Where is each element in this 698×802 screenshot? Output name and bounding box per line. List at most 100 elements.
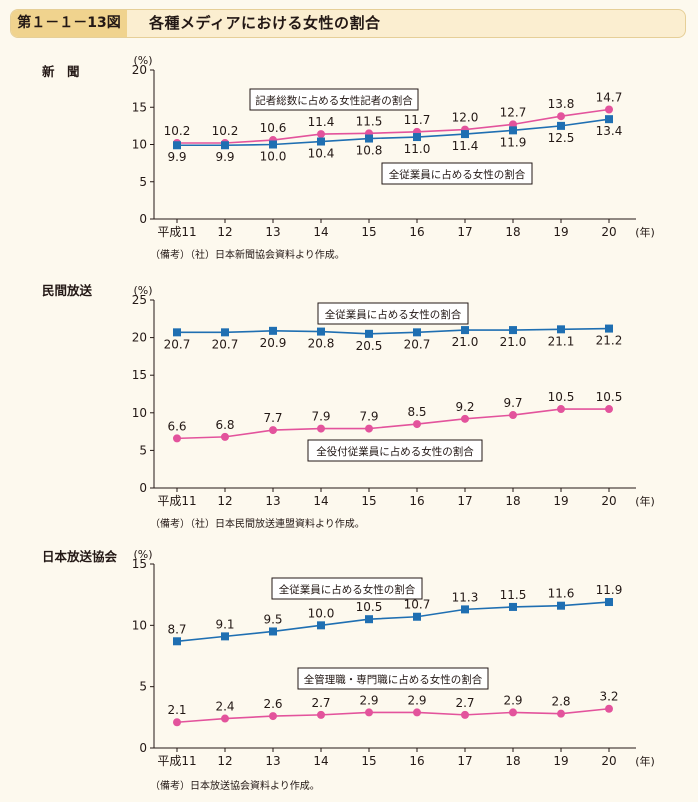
- data-label: 2.6: [263, 697, 282, 711]
- data-label: 2.9: [503, 693, 522, 707]
- y-axis-unit: (%): [133, 548, 152, 561]
- x-tick-label: 16: [409, 754, 424, 768]
- y-tick-label: 5: [139, 680, 147, 694]
- series-line: [176, 601, 610, 643]
- source-note: （備考）（社）日本民間放送連盟資料より作成。: [150, 517, 365, 530]
- data-label: 11.4: [452, 139, 479, 153]
- y-tick-label: 10: [132, 138, 147, 152]
- y-tick-label: 20: [132, 63, 147, 77]
- data-point-square: [605, 115, 613, 124]
- data-point-circle: [461, 414, 469, 423]
- figure-header: 第１－１－13図 各種メディアにおける女性の割合: [10, 9, 686, 38]
- source-note: （備考）（社）日本新聞協会資料より作成。: [150, 248, 345, 261]
- x-axis-unit: (年): [635, 494, 655, 508]
- data-label: 7.9: [311, 410, 330, 424]
- x-tick-label: 15: [361, 754, 376, 768]
- data-label: 7.7: [263, 411, 282, 425]
- data-point-square: [509, 602, 517, 611]
- data-point-square: [557, 601, 565, 610]
- data-label: 10.2: [212, 124, 239, 138]
- data-label: 10.2: [164, 124, 191, 138]
- data-label: 2.4: [215, 700, 234, 714]
- data-label: 21.0: [500, 335, 527, 349]
- legend-box: [249, 88, 419, 111]
- panel-label: 新 聞: [42, 64, 80, 79]
- data-point-circle: [557, 709, 565, 718]
- data-point-square: [173, 637, 181, 646]
- data-point-circle: [413, 420, 421, 429]
- data-label: 12.5: [548, 131, 575, 145]
- data-point-circle: [605, 704, 613, 713]
- y-tick-label: 5: [139, 175, 147, 189]
- legend-label: 全管理職・専門職に占める女性の割合: [304, 673, 483, 686]
- panel-label: 民間放送: [42, 283, 93, 298]
- data-label: 3.2: [599, 690, 618, 704]
- x-tick-label: 15: [361, 494, 376, 508]
- data-point-square: [509, 326, 517, 335]
- y-tick-label: 20: [132, 331, 147, 345]
- data-point-square: [317, 327, 325, 336]
- data-label: 10.5: [596, 390, 623, 404]
- data-point-circle: [269, 712, 277, 721]
- x-tick-label: 18: [505, 225, 520, 239]
- data-label: 21.0: [452, 335, 479, 349]
- x-tick-label: 19: [553, 754, 568, 768]
- x-tick-label: 12: [217, 754, 232, 768]
- data-label: 13.8: [548, 97, 575, 111]
- data-label: 20.5: [356, 339, 383, 353]
- data-point-circle: [605, 105, 613, 114]
- x-tick-label: 17: [457, 225, 472, 239]
- x-tick-label: 20: [601, 754, 616, 768]
- y-axis-unit: (%): [133, 54, 152, 67]
- data-label: 9.1: [215, 617, 234, 631]
- data-point-square: [557, 325, 565, 334]
- series-line: [177, 108, 610, 144]
- data-label: 11.5: [356, 114, 383, 128]
- data-point-square: [605, 324, 613, 333]
- x-tick-label: 14: [313, 494, 328, 508]
- data-point-square: [413, 612, 421, 621]
- y-tick-label: 10: [132, 618, 147, 632]
- data-label: 20.7: [164, 337, 191, 351]
- data-point-square: [365, 134, 373, 143]
- data-point-square: [461, 130, 469, 139]
- data-label: 11.4: [308, 115, 335, 129]
- legend-box: [381, 162, 533, 185]
- y-tick-label: 15: [132, 100, 147, 114]
- data-label: 20.7: [404, 337, 431, 351]
- y-tick-label: 0: [139, 481, 147, 495]
- x-tick-label: 12: [217, 225, 232, 239]
- data-point-circle: [173, 434, 181, 443]
- data-point-circle: [317, 424, 325, 433]
- x-tick-label: 18: [505, 754, 520, 768]
- data-label: 11.7: [404, 113, 431, 127]
- data-point-circle: [509, 708, 517, 717]
- y-tick-label: 5: [139, 443, 147, 457]
- x-tick-label: 17: [457, 754, 472, 768]
- data-point-square: [269, 627, 277, 636]
- data-point-square: [557, 121, 565, 130]
- y-tick-label: 25: [132, 293, 147, 307]
- data-point-square: [365, 329, 373, 338]
- x-tick-label: 14: [313, 754, 328, 768]
- data-point-square: [221, 141, 229, 150]
- x-tick-label: 20: [601, 494, 616, 508]
- data-label: 2.9: [407, 693, 426, 707]
- data-point-square: [317, 621, 325, 630]
- data-label: 11.5: [500, 588, 527, 602]
- data-label: 10.6: [260, 121, 287, 135]
- y-tick-label: 10: [132, 406, 147, 420]
- data-point-circle: [221, 714, 229, 723]
- data-label: 20.7: [212, 337, 239, 351]
- data-label: 20.8: [308, 337, 335, 351]
- x-tick-label: 平成11: [157, 754, 196, 768]
- x-tick-label: 12: [217, 494, 232, 508]
- data-label: 2.1: [167, 703, 186, 717]
- data-label: 2.8: [551, 695, 570, 709]
- data-point-square: [461, 605, 469, 614]
- data-point-circle: [269, 426, 277, 435]
- data-label: 6.8: [215, 418, 234, 432]
- series-line: [177, 118, 610, 147]
- panel-label: 日本放送協会: [42, 549, 118, 564]
- data-point-square: [269, 140, 277, 149]
